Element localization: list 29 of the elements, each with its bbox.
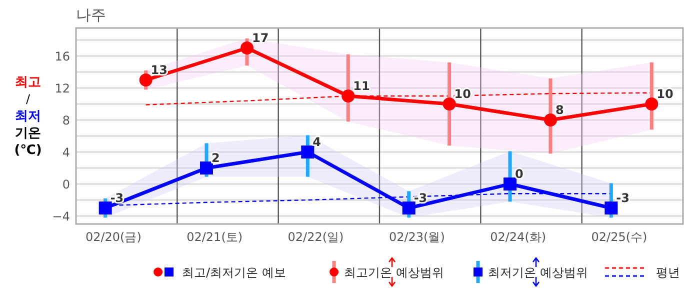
data-label: 11 [353,79,370,93]
data-label: 8 [555,103,564,117]
x-tick-label: 02/21(토) [186,230,243,244]
data-label: 4 [312,135,322,149]
data-label: 10 [656,87,674,101]
data-label: 17 [252,31,269,45]
text: 최고/최저기온 예보 [182,266,286,280]
y-tick-label: −4 [52,210,70,224]
legend-label: 최고기온 예상범위 [344,266,444,280]
y-tick-label: 0 [62,178,70,192]
data-label: 0 [515,167,524,181]
x-tick-label: 02/23(월) [388,230,445,244]
legend-label: 평년 [656,266,680,280]
x-tick-label: 02/25(수) [591,230,648,244]
data-label: -3 [616,191,630,205]
ylabel: 최고/최저 기온 (℃) [14,75,42,158]
y-tick-label: 8 [62,114,70,128]
data-label: -3 [414,191,428,205]
data-label: 13 [150,63,168,77]
y-tick-label: 12 [54,82,70,96]
y-tick-label: 16 [54,50,70,64]
x-tick-label: 02/20(금) [85,230,142,244]
chart-title: 나주 [76,6,106,24]
y-tick-label: 4 [62,146,70,160]
x-tick-label: 02/22(일) [288,230,344,244]
legend-label: 최저기온 예상범위 [488,266,588,280]
x-tick-label: 02/24(화) [490,230,546,244]
data-label: -3 [110,191,124,205]
data-label: 2 [212,151,220,165]
